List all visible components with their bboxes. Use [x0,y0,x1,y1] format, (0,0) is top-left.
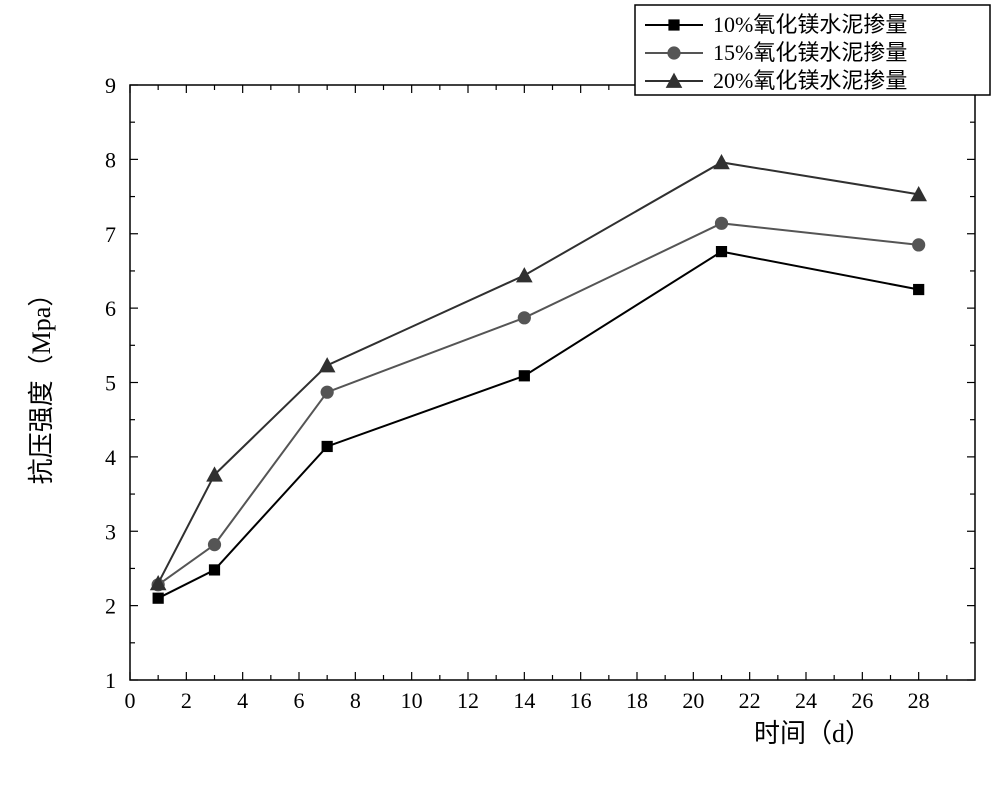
square-marker [913,284,924,295]
x-tick-label: 28 [908,688,930,713]
y-tick-label: 5 [105,371,116,396]
x-tick-label: 8 [350,688,361,713]
x-tick-label: 0 [125,688,136,713]
y-axis-label: 抗压强度（Mpa） [27,281,56,485]
square-marker [668,19,679,30]
legend-label: 20%氧化镁水泥掺量 [713,68,907,93]
series-0 [153,246,925,604]
y-tick-label: 9 [105,73,116,98]
x-axis-label: 时间（d） [754,719,871,748]
x-tick-label: 14 [513,688,535,713]
chart-container: 0246810121416182022242628123456789时间（d）抗… [0,0,1000,787]
x-tick-label: 26 [851,688,873,713]
x-tick-label: 12 [457,688,479,713]
triangle-marker [713,154,730,169]
x-tick-label: 2 [181,688,192,713]
x-tick-label: 20 [682,688,704,713]
line-chart: 0246810121416182022242628123456789时间（d）抗… [0,0,1000,787]
circle-marker [518,311,531,324]
square-marker [322,441,333,452]
legend-label: 15%氧化镁水泥掺量 [713,40,907,65]
y-tick-label: 7 [105,222,116,247]
series-2 [150,154,927,590]
x-tick-label: 10 [401,688,423,713]
circle-marker [208,538,221,551]
x-tick-label: 22 [739,688,761,713]
y-tick-label: 8 [105,147,116,172]
y-tick-label: 2 [105,594,116,619]
x-tick-label: 6 [294,688,305,713]
x-tick-label: 4 [237,688,248,713]
legend: 10%氧化镁水泥掺量 15%氧化镁水泥掺量 20%氧化镁水泥掺量 [635,5,990,95]
square-marker [716,246,727,257]
x-tick-label: 18 [626,688,648,713]
triangle-marker [516,267,533,282]
square-marker [519,370,530,381]
series-1 [152,217,926,592]
circle-marker [321,386,334,399]
circle-marker [667,46,680,59]
y-tick-label: 6 [105,296,116,321]
circle-marker [912,238,925,251]
y-tick-label: 4 [105,445,116,470]
legend-label: 10%氧化镁水泥掺量 [713,12,907,37]
y-tick-label: 3 [105,519,116,544]
x-tick-label: 16 [570,688,592,713]
square-marker [209,564,220,575]
triangle-marker [319,357,336,372]
x-tick-label: 24 [795,688,817,713]
circle-marker [715,217,728,230]
y-tick-label: 1 [105,668,116,693]
square-marker [153,593,164,604]
